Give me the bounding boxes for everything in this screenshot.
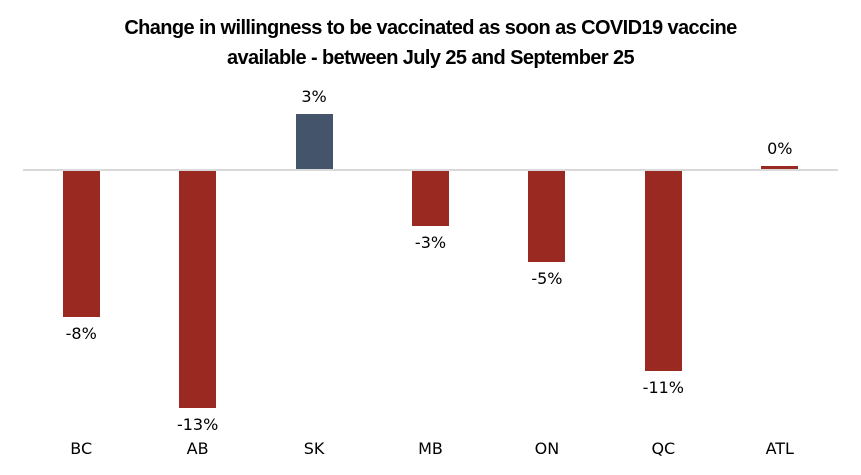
bar-bc [62,171,100,317]
value-label-atl: 0% [767,139,793,158]
value-label-mb: -3% [414,232,447,252]
category-label-ab: AB [186,439,209,458]
category-label-sk: SK [303,439,325,458]
category-label-mb: MB [418,439,443,458]
category-label-on: ON [534,439,560,458]
category-label-atl: ATL [765,439,794,458]
bar-ab [179,171,217,408]
value-label-sk: 3% [301,87,327,107]
chart-title: Change in willingness to be vaccinated a… [0,13,861,73]
bar-qc [644,171,682,372]
x-axis-line [23,169,838,171]
value-label-qc: -11% [642,378,685,398]
bar-on [528,171,566,262]
chart-title-line-2: available - between July 25 and Septembe… [226,47,635,69]
bar-atl [761,166,799,169]
category-label-bc: BC [70,439,93,458]
value-label-bc: -8% [65,323,97,343]
value-label-on: -5% [531,269,563,288]
chart-title-line-1: Change in willingness to be vaccinated a… [124,17,737,39]
bar-mb [412,171,449,226]
bar-sk [295,114,333,169]
category-label-qc: QC [651,439,676,458]
value-label-ab: -13% [176,414,219,434]
